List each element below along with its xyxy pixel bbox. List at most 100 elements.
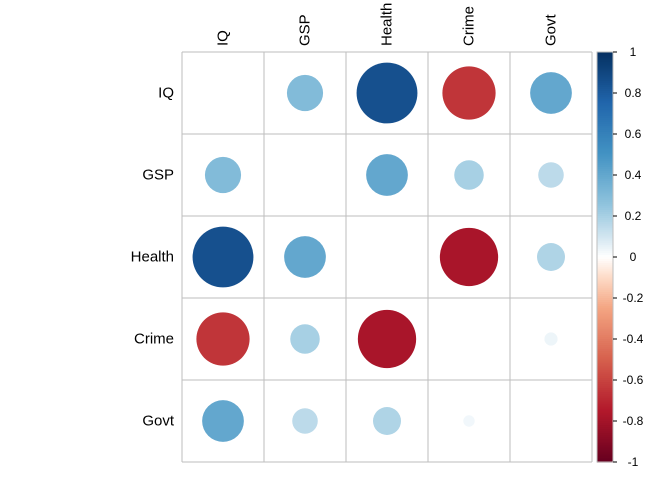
- legend-color-segment: [597, 168, 613, 172]
- legend-color-segment: [597, 252, 613, 256]
- legend-color-segment: [597, 134, 613, 137]
- legend-color-segment: [597, 355, 613, 359]
- legend-color-segment: [597, 380, 613, 383]
- correlation-circle-gsp-govt: [538, 162, 564, 188]
- legend-color-segment: [597, 349, 613, 352]
- legend-color-segment: [597, 107, 613, 110]
- legend-color-segment: [597, 127, 613, 131]
- correlation-circle-health-iq: [192, 226, 254, 288]
- legend-color-segment: [597, 406, 613, 410]
- legend-tick-label: -0.4: [623, 332, 644, 346]
- legend-color-segment: [597, 129, 613, 133]
- legend-color-segment: [597, 70, 613, 74]
- legend-color-segment: [597, 146, 613, 149]
- legend-color-segment: [597, 172, 613, 176]
- legend-color-segment: [597, 365, 613, 369]
- legend-color-segment: [597, 74, 613, 78]
- legend-color-segment: [597, 371, 613, 375]
- legend-color-segment: [597, 418, 613, 422]
- legend-color-segment: [597, 384, 613, 387]
- legend-color-segment: [597, 439, 613, 443]
- legend-color-segment: [597, 298, 613, 301]
- legend-color-segment: [597, 339, 613, 342]
- legend-color-segment: [597, 279, 613, 283]
- correlation-circles: [192, 62, 572, 442]
- legend-color-segment: [597, 56, 613, 59]
- legend-color-segment: [597, 216, 613, 219]
- legend-color-segment: [597, 97, 613, 100]
- legend-color-segment: [597, 312, 613, 315]
- legend-color-segment: [597, 179, 613, 182]
- legend-color-segment: [597, 326, 613, 330]
- legend-color-segment: [597, 80, 613, 84]
- legend-color-segment: [597, 445, 613, 449]
- correlation-circle-health-crime: [439, 227, 499, 287]
- legend-color-segment: [597, 408, 613, 412]
- legend-color-segment: [597, 166, 613, 170]
- legend-color-segment: [597, 236, 613, 240]
- correlation-circle-health-govt: [536, 242, 566, 272]
- legend-color-segment: [597, 308, 613, 311]
- legend-color-segment: [597, 293, 613, 297]
- legend-color-segment: [597, 361, 613, 365]
- correlation-circle-govt-health: [372, 406, 402, 436]
- legend-color-segment: [597, 211, 613, 215]
- legend-color-segment: [597, 144, 613, 147]
- column-label-crime: Crime: [461, 6, 478, 46]
- legend-color-segment: [597, 185, 613, 188]
- legend-color-segment: [597, 232, 613, 236]
- legend-color-segment: [597, 238, 613, 242]
- legend-color-segment: [597, 322, 613, 326]
- legend-color-segment: [597, 289, 613, 293]
- legend-color-segment: [597, 195, 613, 199]
- legend-color-segment: [597, 64, 613, 67]
- legend-color-segment: [597, 101, 613, 104]
- correlation-circle-govt-gsp: [292, 408, 318, 434]
- legend-color-segment: [597, 400, 613, 404]
- legend-color-segment: [597, 353, 613, 356]
- legend-color-segment: [597, 345, 613, 348]
- legend-color-segment: [597, 404, 613, 408]
- legend-color-segment: [597, 226, 613, 229]
- legend-color-segment: [597, 220, 613, 223]
- correlation-circle-gsp-iq: [204, 156, 242, 194]
- legend-color-segment: [597, 347, 613, 350]
- legend-color-segment: [597, 377, 613, 381]
- legend-color-segment: [597, 435, 613, 438]
- legend-color-segment: [597, 277, 613, 281]
- legend-color-segment: [597, 62, 613, 65]
- legend-color-segment: [597, 117, 613, 121]
- legend-color-segment: [597, 170, 613, 174]
- legend-color-segment: [597, 99, 613, 102]
- legend-color-segment: [597, 316, 613, 320]
- legend-color-segment: [597, 244, 613, 248]
- legend-color-segment: [597, 205, 613, 209]
- correlation-circle-govt-iq: [202, 400, 244, 442]
- correlation-circle-iq-govt: [530, 72, 572, 114]
- legend-color-segment: [597, 414, 613, 418]
- legend-color-segment: [597, 386, 613, 389]
- legend-color-segment: [597, 60, 613, 63]
- legend-color-segment: [597, 412, 613, 416]
- row-label-iq: IQ: [158, 85, 174, 102]
- legend-color-segment: [597, 455, 613, 459]
- correlation-circle-gsp-crime: [454, 160, 484, 190]
- legend-color-segment: [597, 363, 613, 367]
- correlation-circle-iq-gsp: [286, 74, 324, 112]
- correlation-circle-govt-crime: [463, 415, 475, 427]
- legend-color-segment: [597, 201, 613, 205]
- legend-color-segment: [597, 457, 613, 461]
- legend-color-segment: [597, 302, 613, 305]
- correlation-circle-health-gsp: [284, 236, 326, 278]
- legend-color-segment: [597, 209, 613, 213]
- legend-color-segment: [597, 402, 613, 406]
- legend-color-segment: [597, 54, 613, 57]
- legend-color-segment: [597, 160, 613, 164]
- legend-color-segment: [597, 330, 613, 334]
- legend-color-segment: [597, 394, 613, 397]
- legend-tick-label: -0.2: [623, 291, 644, 305]
- correlation-circle-iq-health: [356, 62, 418, 124]
- legend-color-segment: [597, 267, 613, 270]
- legend-color-segment: [597, 254, 613, 258]
- legend-color-segment: [597, 150, 613, 154]
